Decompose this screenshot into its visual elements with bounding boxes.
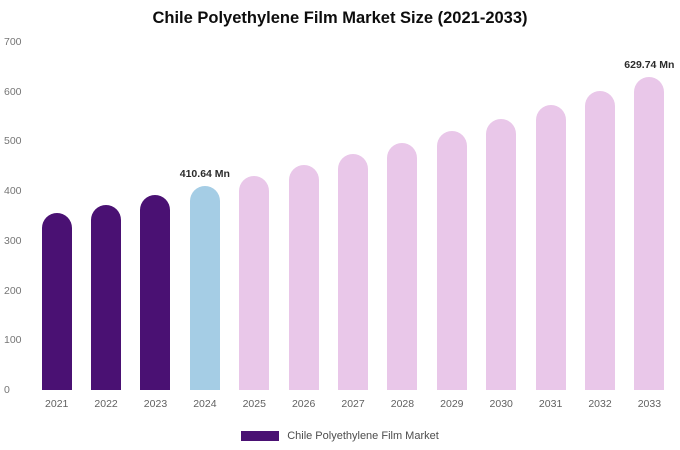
x-tick-label: 2022: [94, 398, 118, 410]
bar-slot: [81, 42, 130, 390]
bar-2029[interactable]: [436, 131, 467, 390]
bar-value-label: 410.64 Mn: [179, 167, 230, 180]
y-tick-label: 500: [4, 135, 22, 148]
x-tick-label: 2030: [489, 398, 513, 410]
bar-2031[interactable]: [535, 105, 566, 390]
bar-2027[interactable]: [338, 154, 369, 390]
bar-2030[interactable]: [486, 118, 517, 390]
bar-2022[interactable]: [91, 204, 122, 390]
bar-2024[interactable]: [189, 185, 220, 390]
x-tick-label: 2024: [193, 398, 217, 410]
bar-2025[interactable]: [239, 175, 270, 390]
bar-slot: [328, 42, 377, 390]
bar-slot: [279, 42, 328, 390]
x-axis: 2021 2022 2023 2024 2025 2026 2027 2028 2029 2030…: [32, 398, 674, 410]
y-tick-label: 200: [4, 284, 22, 297]
y-tick-label: 400: [4, 185, 22, 198]
x-tick-label: 2021: [45, 398, 69, 410]
x-tick-label: 2031: [538, 398, 563, 410]
bar-2033[interactable]: [634, 76, 665, 390]
legend-label: Chile Polyethylene Film Market: [287, 430, 439, 442]
y-tick-label: 700: [4, 36, 22, 48]
plot-area: 410.64 Mn 629.74 Mn: [32, 42, 674, 390]
legend-swatch: [241, 431, 280, 441]
x-tick-label: 2032: [588, 398, 612, 410]
y-tick-label: 300: [4, 234, 22, 247]
x-tick-label: 2023: [143, 398, 168, 410]
bar-slot: [526, 42, 575, 390]
bar-slot: [477, 42, 526, 390]
y-tick-label: 0: [4, 384, 10, 396]
bar-slot: 629.74 Mn: [624, 42, 675, 390]
bar-2021[interactable]: [41, 213, 72, 390]
x-tick-label: 2025: [242, 398, 266, 410]
legend: Chile Polyethylene Film Market: [0, 430, 680, 442]
chart-title: Chile Polyethylene Film Market Size (202…: [152, 9, 528, 27]
bar-slot: [32, 42, 81, 390]
y-tick-label: 100: [4, 334, 22, 347]
x-tick-label: 2033: [637, 398, 662, 410]
x-tick-label: 2026: [291, 398, 316, 410]
bar-2026[interactable]: [288, 165, 319, 390]
y-axis: 0 100 200 300 400 500 600 700: [0, 36, 30, 396]
x-tick-label: 2027: [341, 398, 365, 410]
bar-slot: [575, 42, 624, 390]
bar-slot: [427, 42, 476, 390]
bar-2028[interactable]: [387, 142, 418, 390]
x-tick-label: 2028: [390, 398, 415, 410]
bar-slot: 410.64 Mn: [179, 42, 230, 390]
y-tick-label: 600: [4, 85, 22, 98]
bar-slot: [378, 42, 427, 390]
bar-2023[interactable]: [140, 195, 171, 390]
x-tick-label: 2029: [440, 398, 464, 410]
bar-2032[interactable]: [584, 91, 615, 390]
bar-slot: [230, 42, 279, 390]
bar-slot: [131, 42, 180, 390]
bar-value-label: 629.74 Mn: [624, 58, 675, 71]
